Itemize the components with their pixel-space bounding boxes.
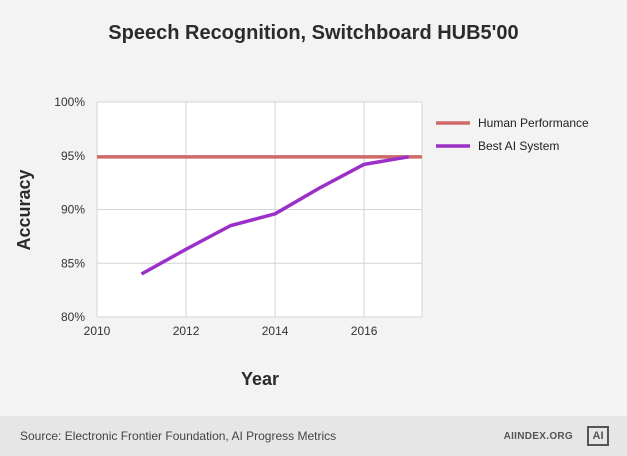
brand-text[interactable]: AIINDEX.ORG <box>503 431 573 442</box>
chart-title: Speech Recognition, Switchboard HUB5'00 <box>108 22 519 44</box>
y-axis-label: Accuracy <box>14 169 34 250</box>
y-tick-label: 90% <box>61 203 85 217</box>
series-line-best-ai-system <box>140 155 409 276</box>
x-tick-label: 2014 <box>262 324 289 338</box>
x-tick-label: 2012 <box>173 324 200 338</box>
x-tick-label: 2010 <box>84 324 111 338</box>
footer: Source: Electronic Frontier Foundation, … <box>0 416 627 456</box>
y-tick-label: 95% <box>61 149 85 163</box>
line-chart: 80% 85% 90% 95% 100% 2010 2012 2014 2016 Year Accu… <box>14 95 589 389</box>
y-tick-label: 80% <box>61 310 85 324</box>
ai-index-logo-icon: AI <box>587 426 609 446</box>
legend-label: Best AI System <box>478 139 559 153</box>
x-axis-label: Year <box>241 369 279 389</box>
x-tick-label: 2016 <box>351 324 378 338</box>
source-text: Source: Electronic Frontier Foundation, … <box>20 429 337 443</box>
y-tick-label: 85% <box>61 256 85 270</box>
legend-label: Human Performance <box>478 116 589 130</box>
y-tick-label: 100% <box>54 95 85 109</box>
